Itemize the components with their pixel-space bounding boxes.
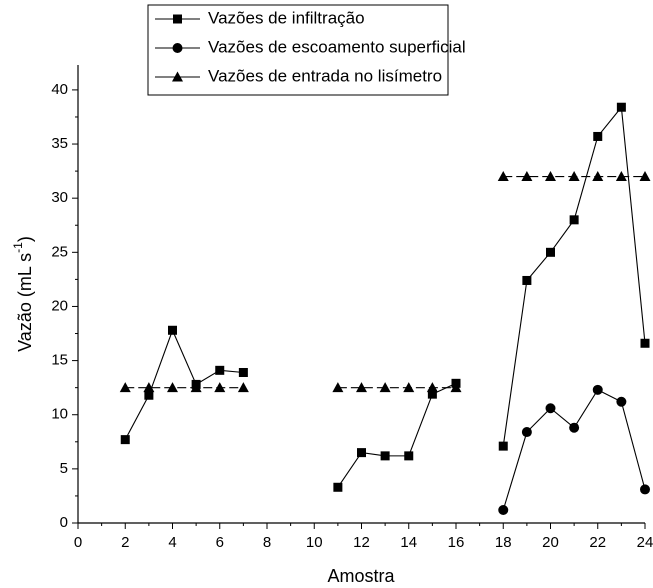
marker-circle xyxy=(592,384,603,395)
marker-circle xyxy=(640,484,650,495)
marker-circle xyxy=(172,43,183,53)
marker-square xyxy=(215,365,225,375)
series-line xyxy=(125,175,645,389)
marker-circle xyxy=(498,505,509,516)
marker-triangle xyxy=(545,171,556,182)
legend-text: Vazões de infiltração xyxy=(208,8,365,27)
x-tick-label: 8 xyxy=(263,534,271,551)
marker-triangle xyxy=(426,382,438,393)
marker-square xyxy=(144,390,154,400)
marker-triangle xyxy=(167,382,178,393)
x-tick-label: 0 xyxy=(74,534,82,551)
marker-square xyxy=(546,247,555,257)
marker-triangle xyxy=(521,171,533,182)
marker-square xyxy=(120,435,130,445)
marker-square xyxy=(357,448,366,458)
x-tick-label: 4 xyxy=(168,534,176,551)
marker-triangle xyxy=(615,171,627,182)
x-tick-label: 20 xyxy=(542,534,559,551)
marker-circle xyxy=(616,396,627,407)
x-tick-label: 18 xyxy=(495,534,512,551)
x-tick-label: 10 xyxy=(306,534,323,551)
marker-triangle xyxy=(379,382,391,393)
y-axis-title: Vazão (mL s-1) xyxy=(11,236,35,352)
marker-triangle xyxy=(237,382,249,393)
marker-square xyxy=(238,367,248,377)
marker-triangle xyxy=(190,382,202,393)
x-tick-label: 12 xyxy=(353,534,370,551)
x-tick-label: 24 xyxy=(637,534,653,551)
marker-circle xyxy=(569,422,580,433)
marker-triangle xyxy=(143,382,155,393)
y-tick-label: 10 xyxy=(51,406,68,423)
x-tick-label: 6 xyxy=(216,534,224,551)
marker-circle xyxy=(521,427,532,438)
marker-square xyxy=(498,441,508,451)
y-axis-title-sup: -1 xyxy=(11,242,25,253)
marker-triangle xyxy=(119,382,131,393)
marker-square xyxy=(640,338,650,348)
marker-triangle xyxy=(497,171,509,182)
marker-square xyxy=(333,482,343,492)
marker-square xyxy=(569,215,579,225)
y-tick-label: 40 xyxy=(51,81,68,98)
y-tick-label: 5 xyxy=(60,460,68,477)
marker-square xyxy=(168,325,177,335)
marker-triangle xyxy=(639,171,651,182)
x-tick-label: 22 xyxy=(589,534,606,551)
marker-square xyxy=(380,451,390,461)
legend-box xyxy=(147,4,449,96)
marker-square xyxy=(616,102,626,112)
marker-triangle xyxy=(332,382,344,393)
x-tick-label: 2 xyxy=(121,534,129,551)
marker-triangle xyxy=(214,382,226,393)
marker-triangle xyxy=(568,171,580,182)
marker-square xyxy=(427,389,437,399)
legend-text: Vazões de escoamento superficial xyxy=(208,37,466,56)
marker-square xyxy=(522,275,532,285)
y-tick-label: 25 xyxy=(51,243,68,260)
x-axis-title: Amostra xyxy=(327,566,395,586)
y-tick-label: 30 xyxy=(51,189,68,206)
x-tick-label: 14 xyxy=(400,534,417,551)
y-tick-label: 35 xyxy=(51,135,68,152)
marker-triangle xyxy=(172,71,183,82)
x-tick-label: 16 xyxy=(448,534,465,551)
marker-triangle xyxy=(356,382,367,393)
y-tick-label: 20 xyxy=(51,297,68,314)
marker-square xyxy=(593,131,603,141)
series-line xyxy=(124,105,646,488)
y-tick-label: 15 xyxy=(51,352,68,369)
marker-square xyxy=(404,451,414,461)
y-axis-title-main: Vazão (mL s xyxy=(15,253,35,352)
legend-text: Vazões de entrada no lisímetro xyxy=(208,66,442,85)
marker-triangle xyxy=(450,382,462,393)
marker-triangle xyxy=(403,382,415,393)
y-tick-label: 0 xyxy=(60,514,68,531)
marker-triangle xyxy=(592,171,604,182)
marker-square xyxy=(173,14,182,24)
series-line xyxy=(502,389,646,511)
marker-circle xyxy=(545,403,556,414)
y-axis-title-end: ) xyxy=(15,236,35,242)
